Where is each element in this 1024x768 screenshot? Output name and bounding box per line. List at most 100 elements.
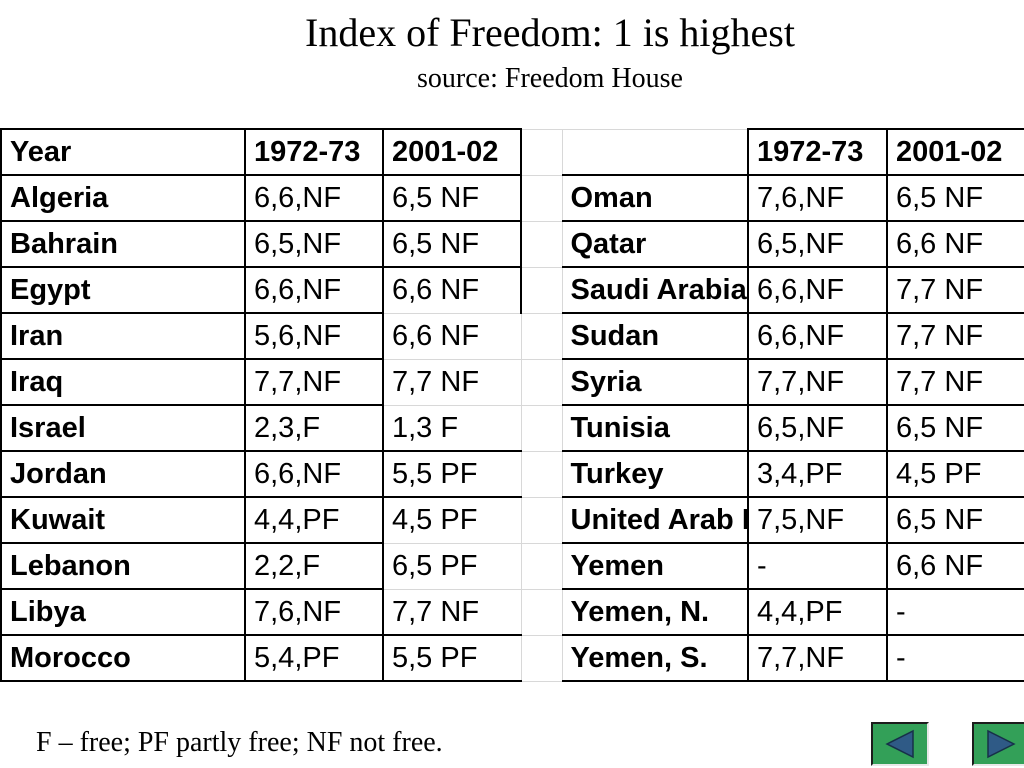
left-country-cell: Morocco	[0, 634, 246, 682]
left-value-2001-cell: 6,5 PF	[382, 542, 522, 590]
left-value-1972-cell: 7,7,NF	[244, 358, 384, 406]
spacer-cell	[520, 128, 563, 176]
left-value-2001-cell: 6,6 NF	[382, 266, 522, 314]
right-value-1972-cell: 7,5,NF	[747, 496, 888, 544]
right-value-2001-cell: -	[886, 634, 1024, 682]
right-value-2001-cell: 6,5 NF	[886, 496, 1024, 544]
right-country-cell: Yemen, S.	[561, 634, 749, 682]
slide-subtitle: source: Freedom House	[417, 63, 683, 94]
left-value-2001-cell: 5,5 PF	[382, 450, 522, 498]
header-cell: 1972-73	[747, 128, 888, 176]
right-value-1972-cell: 6,6,NF	[747, 312, 888, 360]
spacer-cell	[520, 588, 563, 636]
table-row: Bahrain 6,5,NF 6,5 NF Qatar 6,5,NF 6,6 NF	[0, 220, 1024, 268]
table-row: Lebanon 2,2,F 6,5 PF Yemen -6,6 NF	[0, 542, 1024, 590]
left-value-2001-cell: 7,7 NF	[382, 358, 522, 406]
spacer-cell	[520, 450, 563, 498]
spacer-cell	[520, 174, 563, 222]
right-country-cell: Syria	[561, 358, 749, 406]
next-slide-button[interactable]	[972, 722, 1024, 766]
left-country-cell: Iraq	[0, 358, 246, 406]
right-country-cell: Yemen, N.	[561, 588, 749, 636]
right-value-2001-cell: 6,6 NF	[886, 220, 1024, 268]
table-row: Morocco 5,4,PF 5,5 PF Yemen, S. 7,7,NF -	[0, 634, 1024, 682]
left-value-1972-cell: 7,6,NF	[244, 588, 384, 636]
right-country-cell: Saudi Arabia	[561, 266, 749, 314]
right-country-cell: Tunisia	[561, 404, 749, 452]
spacer-cell	[520, 496, 563, 544]
legend-footnote: F – free; PF partly free; NF not free.	[36, 727, 443, 758]
right-value-2001-cell: 6,5 NF	[886, 404, 1024, 452]
right-value-2001-cell: -	[886, 588, 1024, 636]
freedom-index-table: Year 1972-73 2001-02 1972-73 2001-02 Algeria 6…	[0, 128, 1024, 682]
spacer-cell	[520, 358, 563, 406]
left-value-1972-cell: 6,6,NF	[244, 266, 384, 314]
left-value-1972-cell: 2,2,F	[244, 542, 384, 590]
table-header-row: Year 1972-73 2001-02 1972-73 2001-02	[0, 128, 1024, 176]
table-row: Jordan 6,6,NF 5,5 PF Turkey 3,4,PF 4,5 PF	[0, 450, 1024, 498]
header-cell	[561, 128, 749, 176]
right-country-cell: United Arab Emirates	[561, 496, 749, 544]
slide-title: Index of Freedom: 1 is highest	[305, 10, 795, 55]
table-row: Iran 5,6,NF 6,6 NF Sudan 6,6,NF 7,7 NF	[0, 312, 1024, 360]
left-value-1972-cell: 6,6,NF	[244, 450, 384, 498]
header-cell: 2001-02	[886, 128, 1024, 176]
right-value-2001-cell: 7,7 NF	[886, 312, 1024, 360]
left-country-cell: Kuwait	[0, 496, 246, 544]
left-value-1972-cell: 5,6,NF	[244, 312, 384, 360]
spacer-cell	[520, 266, 563, 314]
left-value-2001-cell: 7,7 NF	[382, 588, 522, 636]
spacer-cell	[520, 542, 563, 590]
right-value-1972-cell: 7,7,NF	[747, 634, 888, 682]
right-country-cell: Turkey	[561, 450, 749, 498]
right-value-2001-cell: 4,5 PF	[886, 450, 1024, 498]
left-value-1972-cell: 6,6,NF	[244, 174, 384, 222]
right-value-1972-cell: 6,6,NF	[747, 266, 888, 314]
left-value-1972-cell: 5,4,PF	[244, 634, 384, 682]
table-row: Egypt 6,6,NF 6,6 NF Saudi Arabia 6,6,NF 7,7 N…	[0, 266, 1024, 314]
triangle-left-icon	[885, 729, 914, 759]
right-country-cell: Qatar	[561, 220, 749, 268]
right-value-2001-cell: 6,5 NF	[886, 174, 1024, 222]
right-value-1972-cell: -	[747, 542, 888, 590]
table-row: Algeria 6,6,NF 6,5 NF Oman 7,6,NF 6,5 NF	[0, 174, 1024, 222]
header-cell: 2001-02	[382, 128, 522, 176]
left-country-cell: Libya	[0, 588, 246, 636]
left-country-cell: Bahrain	[0, 220, 246, 268]
left-value-1972-cell: 6,5,NF	[244, 220, 384, 268]
right-value-1972-cell: 6,5,NF	[747, 404, 888, 452]
previous-slide-button[interactable]	[871, 722, 929, 766]
left-country-cell: Egypt	[0, 266, 246, 314]
right-value-1972-cell: 3,4,PF	[747, 450, 888, 498]
triangle-right-icon	[987, 729, 1016, 759]
table-row: Iraq 7,7,NF 7,7 NF Syria 7,7,NF 7,7 NF	[0, 358, 1024, 406]
table-row: Israel 2,3,F 1,3 F Tunisia 6,5,NF 6,5 NF	[0, 404, 1024, 452]
header-cell: Year	[0, 128, 246, 176]
spacer-cell	[520, 220, 563, 268]
left-value-2001-cell: 6,6 NF	[382, 312, 522, 360]
left-value-2001-cell: 6,5 NF	[382, 174, 522, 222]
left-country-cell: Iran	[0, 312, 246, 360]
right-country-cell: Sudan	[561, 312, 749, 360]
left-country-cell: Israel	[0, 404, 246, 452]
right-value-1972-cell: 7,6,NF	[747, 174, 888, 222]
left-value-1972-cell: 4,4,PF	[244, 496, 384, 544]
right-value-2001-cell: 7,7 NF	[886, 266, 1024, 314]
spacer-cell	[520, 404, 563, 452]
left-country-cell: Lebanon	[0, 542, 246, 590]
left-value-2001-cell: 6,5 NF	[382, 220, 522, 268]
left-value-2001-cell: 5,5 PF	[382, 634, 522, 682]
right-country-cell: Yemen	[561, 542, 749, 590]
table-row: Libya 7,6,NF 7,7 NF Yemen, N. 4,4,PF -	[0, 588, 1024, 636]
spacer-cell	[520, 634, 563, 682]
left-value-1972-cell: 2,3,F	[244, 404, 384, 452]
right-country-cell: Oman	[561, 174, 749, 222]
left-value-2001-cell: 4,5 PF	[382, 496, 522, 544]
right-value-1972-cell: 4,4,PF	[747, 588, 888, 636]
right-value-1972-cell: 6,5,NF	[747, 220, 888, 268]
left-country-cell: Jordan	[0, 450, 246, 498]
header-cell: 1972-73	[244, 128, 384, 176]
left-value-2001-cell: 1,3 F	[382, 404, 522, 452]
right-value-1972-cell: 7,7,NF	[747, 358, 888, 406]
